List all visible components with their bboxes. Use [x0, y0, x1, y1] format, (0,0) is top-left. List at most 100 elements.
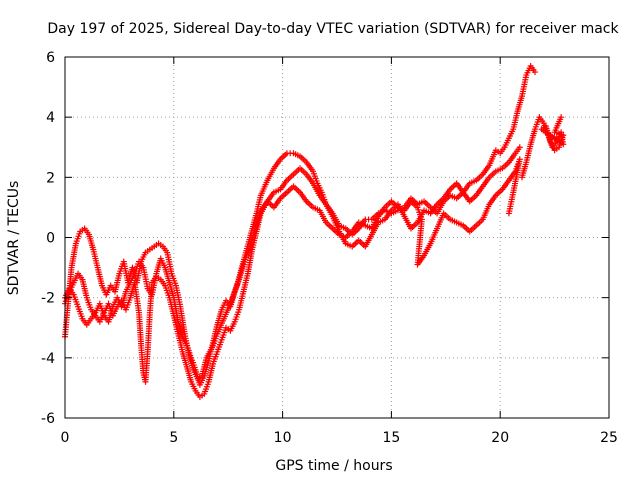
- point-trail: [285, 184, 295, 194]
- point-trail: [312, 205, 321, 213]
- point-trail: [524, 65, 533, 76]
- point-trail: [80, 317, 89, 326]
- point-trail: [67, 287, 76, 296]
- point-trail: [384, 208, 393, 216]
- point-trail: [169, 273, 179, 287]
- point-trail: [415, 254, 426, 266]
- point-trail: [109, 284, 117, 293]
- point-trail: [265, 191, 276, 203]
- point-trail: [201, 359, 211, 377]
- point-trail: [500, 179, 511, 191]
- point-trail: [149, 272, 159, 296]
- point-trail: [227, 290, 238, 308]
- x-axis-label: GPS time / hours: [275, 458, 392, 474]
- point-trail: [241, 251, 250, 266]
- data-point: [516, 144, 523, 151]
- point-trail: [428, 203, 439, 215]
- point-trail: [189, 357, 198, 371]
- point-trail: [350, 221, 361, 233]
- point-trail: [317, 209, 329, 224]
- point-trail: [110, 296, 120, 308]
- point-trail: [124, 281, 133, 293]
- point-trail: [214, 308, 225, 326]
- series-track-a: [62, 63, 539, 382]
- point-trail: [519, 74, 529, 97]
- point-trail: [350, 226, 361, 236]
- point-trail: [180, 350, 190, 368]
- point-trail: [123, 297, 133, 311]
- point-trail: [510, 110, 521, 130]
- point-trail: [79, 278, 90, 299]
- point-trail: [158, 257, 168, 269]
- point-trail: [369, 215, 381, 230]
- point-trail: [441, 188, 452, 200]
- point-trail: [258, 179, 270, 197]
- point-trail: [167, 281, 177, 299]
- point-trail: [162, 285, 172, 299]
- x-tick-label: 5: [169, 430, 178, 446]
- point-trail: [139, 251, 148, 263]
- point-trail: [553, 129, 565, 138]
- point-trail: [423, 208, 432, 216]
- point-trail: [344, 241, 354, 249]
- point-trail: [232, 309, 242, 323]
- point-trail: [344, 226, 354, 236]
- point-trail: [523, 143, 534, 164]
- point-trail: [278, 179, 289, 191]
- point-trail: [202, 381, 211, 395]
- point-trail: [528, 128, 538, 146]
- point-trail: [442, 211, 452, 221]
- point-trail: [63, 287, 72, 299]
- point-trail: [468, 223, 478, 233]
- point-trail: [272, 197, 283, 209]
- point-trail: [245, 236, 255, 254]
- point-trail: [310, 170, 320, 184]
- point-trail: [442, 193, 452, 203]
- y-tick-label: 4: [46, 110, 55, 126]
- point-trail: [137, 260, 145, 269]
- point-trail: [73, 230, 83, 245]
- point-trail: [62, 312, 70, 338]
- point-trail: [184, 366, 194, 383]
- point-trail: [90, 248, 101, 269]
- point-trail: [416, 199, 425, 207]
- point-trail: [390, 199, 400, 209]
- point-trail: [397, 205, 406, 213]
- series-track-c: [62, 156, 523, 388]
- point-trail: [273, 187, 282, 195]
- point-trail: [292, 184, 302, 194]
- point-trail: [136, 311, 145, 347]
- y-axis-label: SDTVAR / TECUs: [6, 181, 22, 296]
- point-trail: [224, 299, 232, 308]
- point-trail: [454, 182, 465, 194]
- point-trail: [89, 308, 98, 317]
- gridlines: [65, 57, 609, 418]
- y-tick-label: 0: [46, 231, 55, 247]
- point-trail: [95, 266, 105, 287]
- point-trail: [422, 242, 433, 257]
- point-trail: [112, 272, 122, 293]
- point-trail: [376, 206, 387, 218]
- point-trail: [414, 218, 425, 266]
- y-tick-label: 2: [46, 170, 55, 186]
- point-trail: [236, 290, 246, 311]
- point-trail: [194, 389, 202, 398]
- point-trail: [93, 302, 102, 314]
- point-trail: [292, 166, 302, 176]
- point-trail: [474, 185, 485, 197]
- point-trail: [507, 170, 518, 182]
- point-trail: [501, 160, 511, 170]
- x-tick-label: 15: [382, 430, 400, 446]
- point-trail: [324, 203, 335, 218]
- point-trail: [363, 233, 374, 248]
- point-trail: [76, 272, 84, 281]
- point-trail: [498, 146, 507, 155]
- point-trail: [298, 166, 308, 176]
- point-trail: [409, 199, 419, 209]
- point-trail: [506, 128, 516, 139]
- y-axis-ticks: -6 -4 -2 0 2 4 6: [41, 50, 609, 427]
- point-trail: [370, 211, 380, 221]
- point-trail: [480, 203, 492, 221]
- point-trail: [104, 284, 113, 296]
